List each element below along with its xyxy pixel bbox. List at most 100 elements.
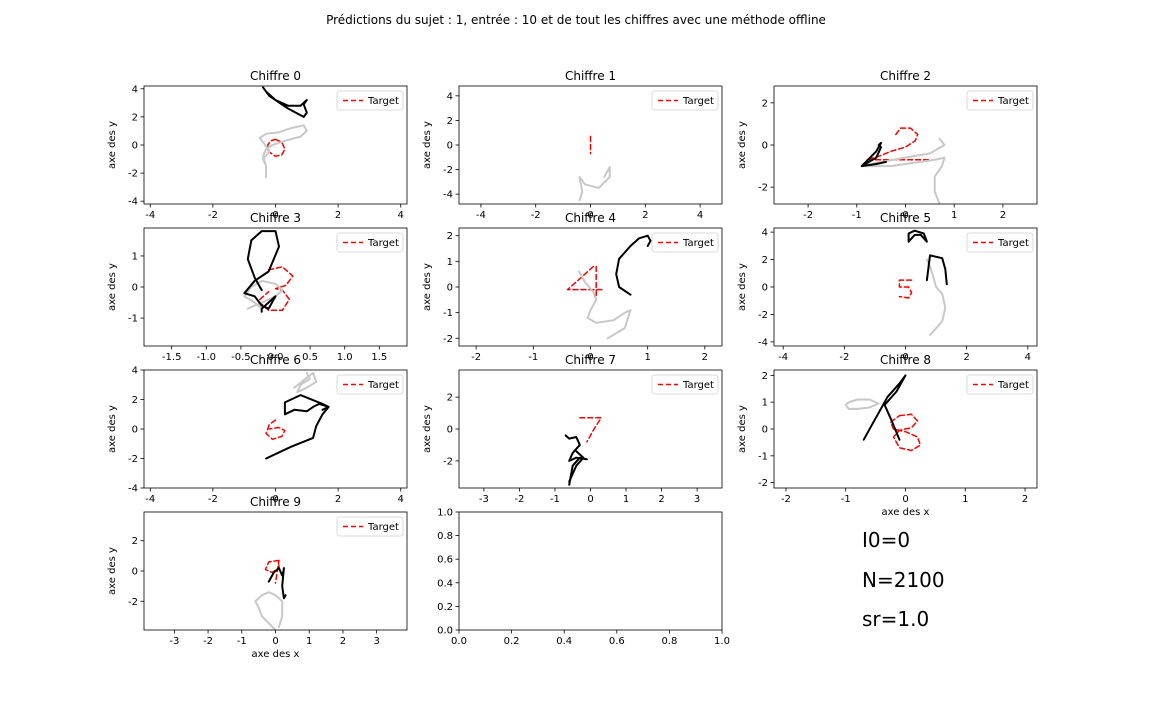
target-line: [264, 559, 280, 584]
plot-area: [844, 374, 922, 452]
legend: Target: [966, 90, 1034, 111]
x-tick-label: 4: [398, 210, 404, 221]
y-tick-label: 1: [762, 398, 768, 409]
legend: Target: [966, 374, 1034, 395]
x-tick-label: -2: [514, 494, 524, 505]
subplot-8: -2 -1 0 1 2 -2 -1 0 1 2 axe des y axe des x Chiffre …: [737, 353, 1038, 518]
y-tick-label: -2: [443, 165, 453, 176]
prediction-line: [564, 434, 588, 486]
y-axis-label: axe des y: [422, 121, 433, 169]
x-tick-label: -1.5: [162, 352, 182, 363]
subplot-2: -2 -1 0 1 2 -2 0 2 axe des y Chiffre 2 Target: [737, 69, 1038, 221]
subplot-7: -3 -2 -1 0 1 2 3 -2 0 2 axe des y Chiffre 7 Target: [422, 353, 723, 505]
y-axis-label: axe des y: [107, 121, 118, 169]
subplot-6: -4 -2 0 2 4 -4 -2 0 2 4 axe des y Chiffre 6 Target: [107, 353, 408, 505]
y-tick-label: 2: [447, 116, 453, 127]
y-tick-label: 2: [447, 393, 453, 404]
prediction-line: [862, 374, 907, 441]
legend: Target: [336, 90, 404, 111]
subplot-5: -4 -2 0 2 4 -4 -2 0 2 4 axe des y Chiffre 5 Target: [737, 211, 1038, 363]
x-tick-label: 0: [902, 352, 908, 363]
y-tick-label: -2: [128, 454, 138, 465]
x-tick-label: -1.0: [197, 352, 217, 363]
x-tick-label: 2: [642, 210, 648, 221]
x-tick-label: -2: [208, 494, 218, 505]
x-tick-label: 1.5: [371, 352, 387, 363]
y-tick-label: -2: [758, 478, 768, 489]
y-tick-label: 4: [132, 84, 138, 95]
subplot-title: Chiffre 2: [880, 69, 931, 83]
subplot-title: Chiffre 9: [250, 495, 301, 509]
legend: Target: [336, 374, 404, 395]
prediction-line: [925, 254, 948, 286]
x-tick-label: 1: [644, 352, 650, 363]
x-tick-label: 0.0: [451, 636, 467, 647]
legend: Target: [336, 516, 404, 537]
plot-area: [265, 371, 330, 460]
y-tick-label: -2: [443, 456, 453, 467]
y-axis-label: axe des y: [107, 547, 118, 595]
y-tick-label: 2: [132, 112, 138, 123]
x-tick-label: 2: [335, 210, 341, 221]
target-line: [889, 413, 922, 452]
legend: Target: [966, 232, 1034, 253]
x-tick-label: -2: [781, 494, 791, 505]
x-tick-label: 2: [1022, 494, 1028, 505]
y-tick-label: 1: [447, 257, 453, 268]
x-tick-label: 0: [587, 210, 593, 221]
x-tick-label: -1: [841, 494, 851, 505]
y-tick-label: 0: [447, 283, 453, 294]
x-tick-label: 0.0: [268, 352, 284, 363]
legend-box: [336, 90, 404, 111]
y-tick-label: -1: [758, 451, 768, 462]
legend-label: Target: [997, 380, 1029, 391]
x-tick-label: 0.2: [504, 636, 520, 647]
subplot-3: -1.5 -1.0 -0.5 0.0 0.5 1.0 1.5 -1 0 1 axe des y Chi…: [107, 211, 408, 363]
x-tick-label: 2: [340, 636, 346, 647]
x-tick-label: 1: [623, 494, 629, 505]
x-tick-label: -4: [778, 352, 788, 363]
x-tick-label: 4: [1025, 352, 1031, 363]
y-tick-label: 0: [762, 283, 768, 294]
legend-box: [966, 232, 1034, 253]
y-tick-label: 2: [762, 255, 768, 266]
y-tick-label: 2: [447, 231, 453, 242]
x-tick-label: 1: [962, 494, 968, 505]
other-line: [258, 124, 308, 179]
x-tick-label: 0.6: [609, 636, 625, 647]
plot-area: [564, 417, 602, 486]
x-tick-label: 0: [902, 210, 908, 221]
legend-box: [651, 90, 719, 111]
plot-area: [243, 230, 294, 313]
legend-box: [966, 90, 1034, 111]
x-tick-label: 2: [963, 352, 969, 363]
y-axis-label: axe des y: [737, 263, 748, 311]
subplot-10: 0.0 0.2 0.4 0.6 0.8 1.0 0.0 0.2 0.4 0.6 0.8 1.0: [437, 508, 730, 648]
x-tick-label: 1.0: [337, 352, 353, 363]
y-tick-label: 0: [762, 425, 768, 436]
y-axis-label: axe des y: [737, 405, 748, 453]
y-tick-label: 1: [132, 251, 138, 262]
other-line: [243, 279, 284, 310]
subplot-title: Chiffre 5: [880, 211, 931, 225]
x-tick-label: 0.5: [302, 352, 318, 363]
y-tick-label: 4: [762, 228, 768, 239]
y-tick-label: 0: [132, 425, 138, 436]
y-tick-label: 0: [762, 141, 768, 152]
x-tick-label: 0.8: [661, 636, 677, 647]
legend-label: Target: [367, 238, 399, 249]
y-tick-label: -2: [128, 597, 138, 608]
y-tick-label: -2: [758, 310, 768, 321]
y-tick-label: -1: [443, 308, 453, 319]
y-tick-label: 0: [447, 425, 453, 436]
y-tick-label: -4: [128, 484, 138, 495]
subplot-4: -2 -1 0 1 2 -2 -1 0 1 2 axe des y Chiffre 4 Target: [422, 211, 723, 363]
x-axis-label: axe des x: [252, 649, 300, 660]
prediction-line: [262, 86, 308, 118]
x-tick-label: -2: [208, 210, 218, 221]
y-tick-label: -4: [128, 197, 138, 208]
y-tick-label: 4: [447, 91, 453, 102]
target-line: [265, 419, 286, 441]
x-tick-label: -1: [528, 352, 538, 363]
plot-area: [898, 229, 948, 336]
